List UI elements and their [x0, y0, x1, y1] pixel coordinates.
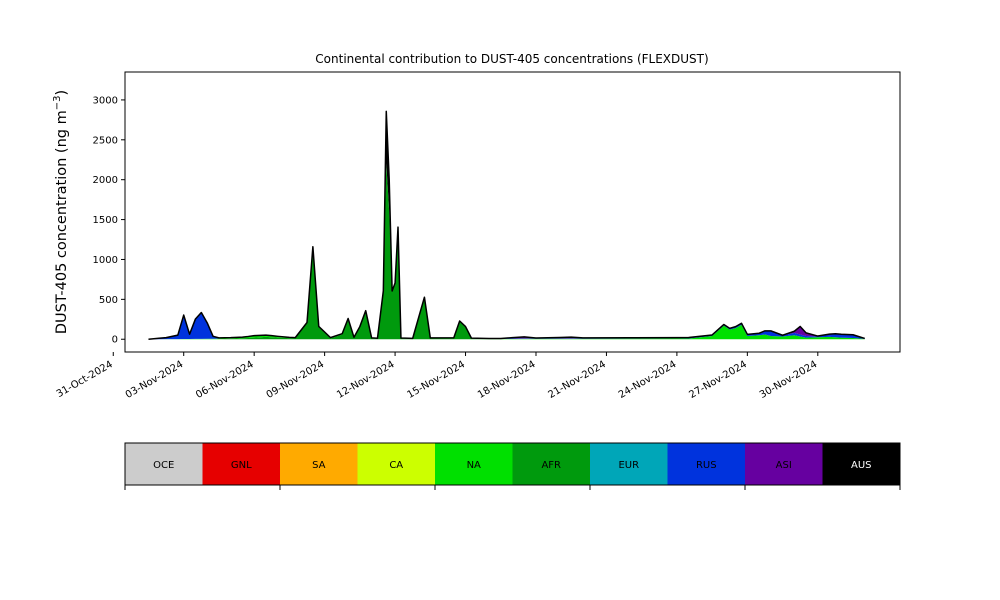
legend-label-afr: AFR [541, 460, 561, 471]
x-tick-label: 12-Nov-2024 [335, 359, 396, 401]
legend-label-na: NA [467, 460, 481, 471]
series-area-rus [148, 163, 865, 340]
legend-label-gnl: GNL [231, 460, 252, 471]
series-area-na [148, 163, 865, 340]
x-tick-label: 27-Nov-2024 [687, 359, 748, 401]
legend-label-oce: OCE [153, 460, 174, 471]
legend-label-sa: SA [312, 460, 326, 471]
x-tick-label: 18-Nov-2024 [476, 359, 537, 401]
plot-area [148, 110, 865, 340]
y-tick-label: 0 [112, 335, 118, 346]
legend-swatch-gnl [202, 443, 281, 485]
legend-swatch-sa [280, 443, 358, 485]
y-tick-label: 2500 [93, 135, 118, 146]
y-tick-label: 500 [99, 295, 118, 306]
x-tick-label: 30-Nov-2024 [758, 359, 819, 401]
x-tick-label: 21-Nov-2024 [546, 359, 607, 401]
legend-swatch-ca [357, 443, 436, 485]
x-tick-label: 09-Nov-2024 [265, 359, 326, 401]
x-axis: 31-Oct-2024 03-Nov-2024 06-Nov-2024 09-Nov-… [55, 352, 819, 401]
y-tick-label: 1500 [93, 215, 118, 226]
legend-swatch-oce [125, 443, 203, 485]
total-outline-line [148, 110, 865, 340]
x-tick-label: 31-Oct-2024 [55, 359, 115, 400]
series-area-afr [148, 163, 865, 340]
legend-label-eur: EUR [618, 460, 639, 471]
legend-frame [124, 442, 901, 486]
x-tick-label: 06-Nov-2024 [194, 359, 255, 401]
y-tick-label: 1000 [93, 255, 118, 266]
legend-swatch-na [435, 443, 513, 485]
legend-label-aus: AUS [851, 460, 872, 471]
legend-label-ca: CA [389, 460, 403, 471]
legend-swatch-rus [667, 443, 746, 485]
axes-frame [124, 71, 901, 353]
y-axis: 0 500 1000 1500 2000 2500 3000 [93, 95, 125, 346]
legend-swatch-asi [745, 443, 823, 485]
legend-colorbar: OCE GNL SA CA NA AFR EUR RUS ASI AUS [124, 442, 901, 490]
legend-label-asi: ASI [776, 460, 792, 471]
legend-label-rus: RUS [696, 460, 717, 471]
x-tick-label: 15-Nov-2024 [406, 359, 467, 401]
legend-swatch-aus [822, 443, 901, 485]
chart-title: Continental contribution to DUST-405 con… [315, 52, 708, 66]
x-tick-label: 03-Nov-2024 [124, 359, 185, 401]
y-tick-label: 3000 [93, 95, 118, 106]
x-tick-label: 24-Nov-2024 [617, 359, 678, 401]
y-tick-label: 2000 [93, 175, 118, 186]
series-area-aus [148, 111, 865, 340]
y-axis-label: DUST-405 concentration (ng m−3) [52, 90, 70, 334]
series-area-asi [148, 163, 865, 340]
legend-swatch-eur [590, 443, 668, 485]
legend-swatch-afr [512, 443, 591, 485]
